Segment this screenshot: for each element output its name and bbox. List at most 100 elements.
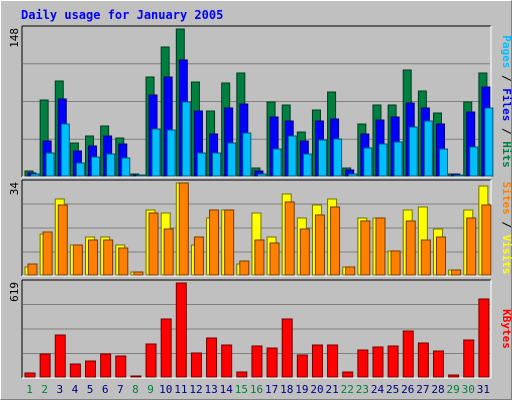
bar-kbytes-23 [357,349,369,378]
bar-sites-2 [42,231,53,276]
bar-kbytes-20 [311,344,323,378]
bar-pages-1 [30,173,40,177]
bar-sites-13 [209,209,220,276]
series-label-part: Hits [500,141,512,168]
bar-kbytes-2 [39,353,51,378]
bar-sites-29 [451,269,462,276]
bar-sites-4 [72,244,83,276]
bar-pages-4 [75,162,85,177]
series-label-part: Pages [500,35,512,68]
bar-kbytes-1 [24,372,36,378]
panel-kbytes-series-label: KBytes [500,309,512,349]
bar-kbytes-19 [296,354,308,378]
bar-kbytes-6 [100,353,112,378]
bar-kbytes-24 [372,346,384,378]
bar-kbytes-30 [463,339,475,378]
bar-pages-28 [438,148,448,177]
panel-visits-series-label: Sites / Visits [500,182,512,275]
x-tick-label: 31 [477,383,490,396]
x-tick-label: 27 [416,383,429,396]
x-tick-label: 16 [250,383,263,396]
bar-pages-26 [408,126,418,177]
series-label-part: Files [500,88,512,121]
bar-kbytes-31 [478,298,490,378]
bar-kbytes-15 [236,371,248,378]
bar-sites-24 [375,217,386,276]
bar-sites-19 [299,228,310,276]
bar-pages-21 [333,138,343,177]
bar-kbytes-13 [206,337,218,378]
bar-sites-11 [178,182,189,276]
bar-sites-26 [405,220,416,276]
bar-kbytes-8 [130,375,142,378]
x-tick-label: 23 [356,383,369,396]
x-tick-label: 26 [401,383,414,396]
bar-pages-8 [136,174,146,177]
bar-pages-30 [469,146,479,177]
bar-sites-18 [284,201,295,276]
series-label-part: Sites [500,182,512,215]
bar-sites-17 [269,242,280,276]
bar-kbytes-22 [342,371,354,378]
bar-pages-20 [317,139,327,177]
x-tick-label: 15 [235,383,248,396]
x-tick-label: 1 [26,383,33,396]
bar-pages-14 [227,142,237,177]
x-tick-label: 12 [189,383,202,396]
bar-pages-23 [363,147,373,177]
bar-kbytes-7 [115,355,127,378]
bar-pages-22 [348,173,358,177]
bar-kbytes-16 [251,345,263,378]
bar-sites-1 [27,263,38,276]
bar-pages-7 [121,157,131,177]
bar-kbytes-25 [387,345,399,378]
bar-pages-24 [378,143,388,177]
bar-kbytes-3 [54,334,66,378]
bar-sites-22 [345,266,356,276]
bar-pages-29 [454,174,464,177]
bar-sites-20 [314,214,325,276]
bar-sites-5 [88,239,99,276]
x-tick-label: 9 [147,383,154,396]
bar-kbytes-28 [432,350,444,378]
x-tick-label: 20 [310,383,323,396]
chart-title: Daily usage for January 2005 [21,8,223,22]
x-tick-label: 6 [102,383,109,396]
bar-sites-14 [224,209,235,276]
x-tick-label: 3 [57,383,64,396]
x-tick-label: 11 [174,383,187,396]
bar-sites-10 [163,228,174,276]
bar-pages-12 [196,152,206,177]
series-label-part: / [500,215,512,235]
bar-sites-9 [148,212,159,276]
bar-sites-23 [360,220,371,276]
bar-sites-8 [133,271,144,276]
bar-pages-10 [166,129,176,177]
x-tick-label: 28 [431,383,444,396]
bar-pages-3 [60,123,70,177]
bar-pages-6 [106,153,116,177]
x-tick-label: 5 [87,383,94,396]
bar-pages-15 [242,132,252,177]
x-tick-label: 25 [386,383,399,396]
bar-sites-16 [254,239,265,276]
bar-pages-2 [45,152,55,177]
x-tick-label: 18 [280,383,293,396]
x-tick-label: 14 [220,383,234,396]
series-label-part: / [500,68,512,88]
bar-kbytes-14 [221,344,233,378]
x-tick-label: 17 [265,383,278,396]
x-tick-label: 22 [341,383,354,396]
series-label-part: / [500,121,512,141]
bar-pages-9 [151,128,161,177]
bar-sites-25 [390,250,401,276]
bar-kbytes-27 [417,342,429,378]
bar-sites-28 [435,236,446,276]
x-tick-label: 30 [462,383,475,396]
x-tick-label: 8 [132,383,139,396]
bar-sites-31 [481,204,492,276]
bar-kbytes-4 [69,363,81,378]
